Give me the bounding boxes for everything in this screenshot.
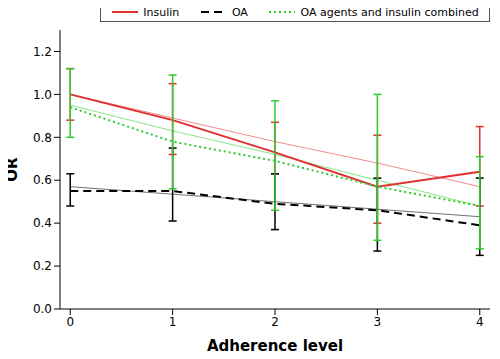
svg-text:1.2: 1.2	[33, 45, 52, 59]
html-text:Insulin: Insulin	[143, 5, 180, 19]
svg-text:0: 0	[66, 315, 74, 329]
html-text:OA: OA	[231, 5, 248, 19]
svg-text:1: 1	[169, 315, 177, 329]
svg-text:4: 4	[476, 315, 484, 329]
svg-text:0.2: 0.2	[33, 259, 52, 273]
svg-text:0.0: 0.0	[33, 302, 52, 316]
svg-text:1.0: 1.0	[33, 88, 52, 102]
svg-text:0.4: 0.4	[33, 216, 52, 230]
svg-text:2: 2	[271, 315, 279, 329]
svg-text:0.8: 0.8	[33, 131, 52, 145]
svg-text:3: 3	[374, 315, 382, 329]
html-text:OA agents and insulin combined: OA agents and insulin combined	[300, 5, 479, 19]
svg-text:0.6: 0.6	[33, 173, 52, 187]
svg-text:OR: OR	[8, 157, 21, 182]
svg-text:Adherence level: Adherence level	[207, 337, 343, 351]
